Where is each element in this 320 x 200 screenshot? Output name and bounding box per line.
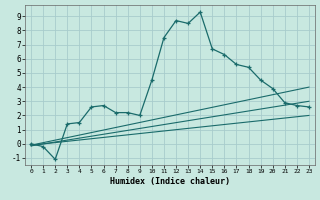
X-axis label: Humidex (Indice chaleur): Humidex (Indice chaleur) [110, 177, 230, 186]
